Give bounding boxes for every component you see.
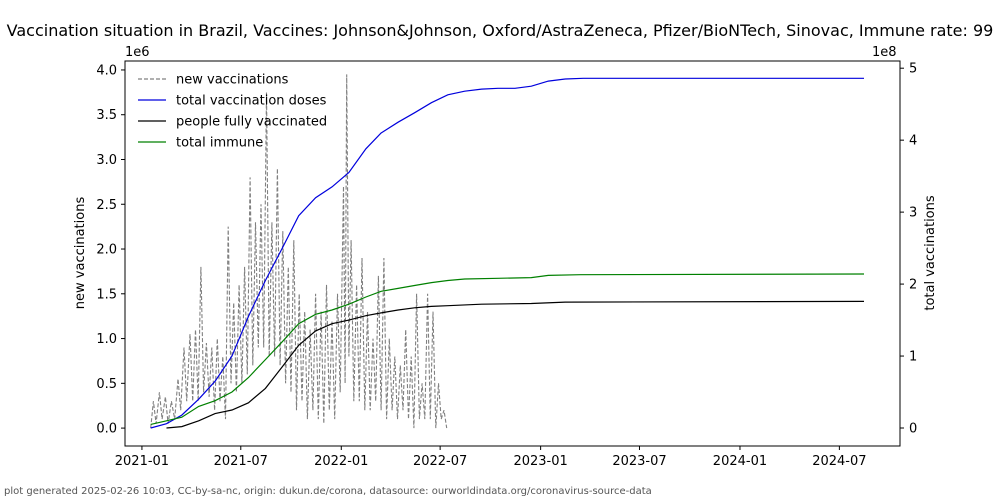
y2-tick-label: 4 xyxy=(909,134,917,149)
y-tick-label: 0.5 xyxy=(96,377,117,392)
legend: new vaccinations total vaccination doses p… xyxy=(138,73,327,151)
x-axis: 2021-01 2021-07 2022-01 2022-07 2023-01 2023-… xyxy=(115,446,867,469)
y-tick-label: 1.0 xyxy=(96,332,117,347)
y2-tick-label: 2 xyxy=(909,278,917,293)
y-tick-label: 2.0 xyxy=(96,243,117,258)
x-tick-label: 2024-01 xyxy=(713,454,767,469)
y-tick-label: 1.5 xyxy=(96,287,117,302)
y-tick-label: 4.0 xyxy=(96,63,117,78)
y-axis-left: 0.0 0.5 1.0 1.5 2.0 2.5 3.0 3.5 4.0 xyxy=(96,63,125,437)
axes-frame xyxy=(124,60,901,447)
series-line-people-fully-vaccinated xyxy=(166,300,865,429)
y-tick-label: 3.0 xyxy=(96,153,117,168)
y-tick-label: 0.0 xyxy=(96,422,117,437)
footer-credits: plot generated 2025-02-26 10:03, CC-by-s… xyxy=(4,486,652,497)
legend-label: total vaccination doses xyxy=(176,94,327,109)
series-line-total-vaccination-doses xyxy=(150,77,864,429)
chart-title: Vaccination situation in Brazil, Vaccine… xyxy=(7,21,994,40)
plot-area xyxy=(150,74,865,429)
y-tick-label: 2.5 xyxy=(96,198,117,213)
x-tick-label: 2022-01 xyxy=(314,454,368,469)
legend-label: new vaccinations xyxy=(176,73,289,88)
y-multiplier-right: 1e8 xyxy=(872,45,897,60)
x-tick-label: 2023-07 xyxy=(612,454,666,469)
y2-tick-label: 5 xyxy=(909,62,917,77)
x-tick-label: 2021-07 xyxy=(214,454,268,469)
legend-label: total immune xyxy=(176,136,263,151)
y2-tick-label: 0 xyxy=(909,422,917,437)
x-tick-label: 2023-01 xyxy=(513,454,567,469)
y-axis-right-label: total vaccinations xyxy=(923,195,938,311)
series-line-total-immune xyxy=(150,273,865,425)
y-axis-left-label: new vaccinations xyxy=(73,197,88,310)
y-tick-label: 3.5 xyxy=(96,108,117,123)
x-tick-label: 2021-01 xyxy=(115,454,169,469)
x-tick-label: 2024-07 xyxy=(812,454,866,469)
y-multiplier-left: 1e6 xyxy=(125,45,150,60)
series-line-new-vaccinations xyxy=(150,74,448,429)
y2-tick-label: 3 xyxy=(909,206,917,221)
x-tick-label: 2022-07 xyxy=(413,454,467,469)
legend-label: people fully vaccinated xyxy=(176,115,327,130)
y2-tick-label: 1 xyxy=(909,350,917,365)
y-axis-right: 0 1 2 3 4 5 xyxy=(900,62,917,437)
